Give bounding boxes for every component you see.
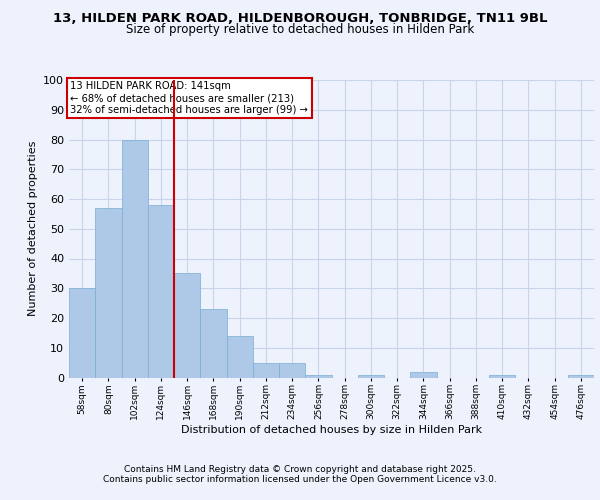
Bar	[227, 336, 253, 378]
Bar	[95, 208, 121, 378]
Bar	[358, 374, 384, 378]
Text: Contains HM Land Registry data © Crown copyright and database right 2025.: Contains HM Land Registry data © Crown c…	[124, 465, 476, 474]
Text: 13 HILDEN PARK ROAD: 141sqm
← 68% of detached houses are smaller (213)
32% of se: 13 HILDEN PARK ROAD: 141sqm ← 68% of det…	[70, 82, 308, 114]
Bar	[568, 374, 594, 378]
Bar	[174, 274, 200, 378]
Bar	[489, 374, 515, 378]
Text: Contains public sector information licensed under the Open Government Licence v3: Contains public sector information licen…	[103, 475, 497, 484]
Text: Size of property relative to detached houses in Hilden Park: Size of property relative to detached ho…	[126, 22, 474, 36]
Bar	[279, 362, 305, 378]
X-axis label: Distribution of detached houses by size in Hilden Park: Distribution of detached houses by size …	[181, 425, 482, 435]
Y-axis label: Number of detached properties: Number of detached properties	[28, 141, 38, 316]
Bar	[121, 140, 148, 378]
Bar	[200, 309, 227, 378]
Bar	[69, 288, 95, 378]
Bar	[410, 372, 437, 378]
Bar	[148, 205, 174, 378]
Bar	[253, 362, 279, 378]
Bar	[305, 374, 331, 378]
Text: 13, HILDEN PARK ROAD, HILDENBOROUGH, TONBRIDGE, TN11 9BL: 13, HILDEN PARK ROAD, HILDENBOROUGH, TON…	[53, 12, 547, 26]
